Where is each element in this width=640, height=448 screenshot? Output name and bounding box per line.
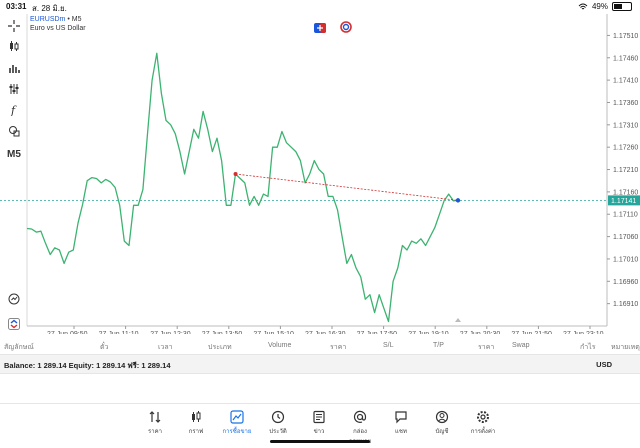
current-price-label: 1.17141 [611,198,636,205]
chart-shift-icon [455,318,461,322]
y-tick-label: 1.17460 [613,55,638,62]
account-icon [435,410,449,424]
home-indicator [270,440,370,443]
settings-icon [477,411,489,423]
x-tick-label: 27 Jun 09:50 [47,331,88,334]
col-price: ราคา [330,344,347,351]
sliders-icon[interactable] [6,81,22,97]
col-ticket: ตั๋ว [100,344,109,351]
x-tick-label: 27 Jun 20:30 [460,331,501,334]
y-tick-label: 1.16960 [613,279,638,286]
timeframe-button[interactable]: M5 [7,148,21,160]
tab-label: บัญชี [435,429,449,435]
chat-icon [395,411,407,424]
y-tick-label: 1.17160 [613,189,638,196]
col-volume: Volume [268,342,292,349]
function-icon[interactable]: f [6,102,22,118]
tab-label: ประวัติ [269,429,287,435]
y-tick-label: 1.17510 [613,33,638,40]
col-time: เวลา [158,344,173,351]
last-price-marker [455,198,461,203]
wifi-icon [578,3,588,9]
crosshair-icon[interactable] [6,18,22,34]
status-time: 03:31 [6,2,27,11]
tab-label: การซื้อขาย [222,429,252,435]
tab-account[interactable]: บัญชี [424,410,460,436]
x-tick-label: 27 Jun 17:50 [357,331,398,334]
x-tick-label: 27 Jun 15:10 [253,331,294,334]
chart-icon [192,411,201,422]
y-tick-label: 1.17410 [613,78,638,85]
x-tick-label: 27 Jun 12:30 [150,331,191,334]
current-price-tag [608,195,640,206]
indicator-toggle-icon[interactable] [340,20,352,38]
bar-chart-icon[interactable] [6,60,22,76]
y-tick-label: 1.17110 [613,212,638,219]
objects-icon[interactable] [6,123,22,139]
tab-label: ข่าว [313,429,325,435]
col-type: ประเภท [208,344,232,351]
y-tick-label: 1.17310 [613,122,638,129]
trade-line [235,173,459,201]
tab-settings[interactable]: การตั้งค่า [465,410,501,436]
y-tick-label: 1.17010 [613,256,638,263]
tab-chart[interactable]: กราฟ [178,410,214,436]
battery-percent: 49% [591,2,608,11]
tab-chat[interactable]: แชท [383,410,419,436]
price-chart[interactable]: 1.17510 1.17460 1.17410 1.17360 1.17310 1.172… [0,14,640,334]
trade-toggle-icon[interactable] [314,20,326,38]
y-tick-label: 1.17360 [613,100,638,107]
col-symbol: สัญลักษณ์ [4,344,34,351]
battery-icon [612,2,632,11]
candlestick-icon[interactable] [6,38,22,54]
quotes-icon [149,411,161,423]
account-currency: USD [596,360,612,369]
tab-label: ราคา [148,429,162,435]
col-swap: Swap [512,342,530,349]
tab-trade[interactable]: การซื้อขาย [219,410,255,436]
zoom-icon[interactable] [6,291,22,307]
chart-toolbar: f M5 [0,14,26,334]
status-bar: 03:31 ส. 28 มิ.ย. 49% [0,0,640,14]
col-sl: S/L [383,342,394,349]
col-comment: หมายเหตุ [611,344,640,351]
history-icon [271,410,285,424]
y-tick-label: 1.17260 [613,145,638,152]
one-click-trading-icon[interactable] [6,316,22,332]
tab-label: แชท [395,429,407,435]
status-right: 49% [578,2,632,11]
tab-label: การตั้งค่า [470,429,496,435]
x-tick-label: 27 Jun 19:10 [408,331,449,334]
symbol-label: EURUSDm • M5 Euro vs US Dollar [30,16,86,32]
account-summary: Balance: 1 289.14 Equity: 1 289.14 ฟรี: … [0,354,640,374]
symbol-timeframe: M5 [71,16,82,23]
x-tick-label: 27 Jun 23:10 [563,331,604,334]
tab-label: กราฟ [188,429,204,435]
trade-table-header: สัญลักษณ์ ตั๋ว เวลา ประเภท Volume ราคา S… [0,342,640,354]
mailbox-icon [353,410,367,423]
trade-entry-marker [233,172,238,176]
y-tick-label: 1.17060 [613,234,638,241]
status-date: ส. 28 มิ.ย. [32,4,67,13]
trade-icon [230,410,244,424]
svg-text:f: f [10,104,17,116]
y-tick-label: 1.17210 [613,167,638,174]
symbol-description: Euro vs US Dollar [30,25,86,32]
col-profit: กำไร [580,344,596,351]
col-current-price: ราคา [478,344,495,351]
tab-news[interactable]: ข่าว [301,410,337,436]
x-tick-label: 27 Jun 16:30 [305,331,346,334]
news-icon [313,410,325,424]
tab-quotes[interactable]: ราคา [137,410,173,436]
x-tick-label: 27 Jun 21:50 [511,331,552,334]
price-series-line [26,52,459,323]
bottom-tab-bar: ราคา กราฟ การซื้อขาย ประวัติ ข่าว กล่องจ… [0,403,640,448]
x-tick-label: 27 Jun 13:50 [202,331,243,334]
balance-text: Balance: 1 289.14 Equity: 1 289.14 ฟรี: … [4,361,171,370]
y-tick-label: 1.16910 [613,301,638,308]
symbol-name[interactable]: EURUSDm [30,16,66,23]
col-tp: T/P [433,342,444,349]
x-tick-label: 27 Jun 11:10 [99,331,139,334]
tab-history[interactable]: ประวัติ [260,410,296,436]
